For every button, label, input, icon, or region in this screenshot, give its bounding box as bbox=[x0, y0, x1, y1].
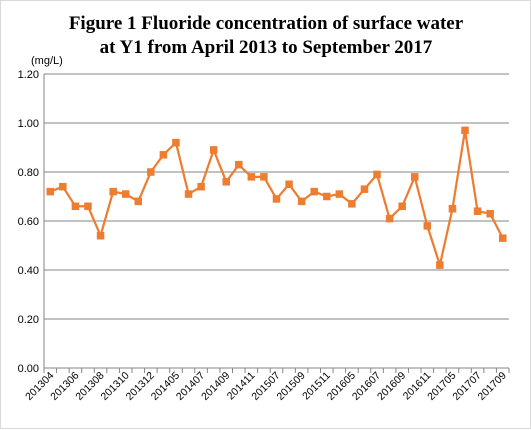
y-tick-label: 0.00 bbox=[18, 363, 39, 375]
data-point-marker bbox=[96, 231, 105, 240]
y-tick-label: 0.20 bbox=[18, 314, 39, 326]
data-point-marker bbox=[71, 202, 80, 211]
data-point-marker bbox=[398, 202, 406, 211]
data-point-marker bbox=[159, 151, 168, 159]
data-point-marker bbox=[121, 190, 130, 198]
data-point-marker bbox=[373, 170, 381, 179]
data-point-marker bbox=[348, 200, 356, 208]
y-axis-ticks: 0.00 0.20 0.40 0.60 0.80 1.00 1.20 bbox=[18, 69, 39, 375]
data-point-marker bbox=[360, 185, 369, 193]
data-point-marker bbox=[473, 207, 482, 215]
chart-title-line-1: Figure 1 Fluoride concentration of surfa… bbox=[69, 13, 464, 34]
data-point-marker bbox=[247, 173, 256, 181]
data-point-marker bbox=[498, 234, 507, 242]
y-tick-label: 1.20 bbox=[18, 69, 39, 81]
data-point-marker bbox=[235, 160, 243, 169]
y-axis-unit-label: (mg/L) bbox=[31, 55, 63, 67]
y-tick-label: 0.60 bbox=[18, 216, 39, 228]
data-point-marker bbox=[134, 197, 143, 206]
data-point-marker bbox=[197, 182, 205, 191]
gridlines bbox=[44, 73, 509, 320]
y-tick-label: 0.80 bbox=[18, 167, 39, 179]
y-tick-label: 0.40 bbox=[18, 265, 39, 277]
data-point-marker bbox=[448, 205, 457, 213]
data-series bbox=[46, 126, 507, 269]
data-point-marker bbox=[436, 261, 444, 269]
data-point-marker bbox=[172, 138, 180, 147]
data-point-marker bbox=[184, 190, 193, 198]
x-axis-ticks: 2013042013062013082013102013122014052014… bbox=[23, 370, 509, 403]
data-point-marker bbox=[486, 209, 494, 218]
data-point-marker bbox=[147, 168, 155, 176]
data-point-marker bbox=[335, 190, 344, 198]
chart-title-line-2: at Y1 from April 2013 to September 2017 bbox=[100, 37, 433, 58]
data-point-marker bbox=[310, 187, 318, 196]
x-tick-label: 201709 bbox=[476, 370, 509, 403]
data-point-marker bbox=[209, 146, 218, 154]
data-point-marker bbox=[109, 187, 117, 196]
data-point-marker bbox=[461, 126, 469, 135]
data-point-marker bbox=[260, 173, 268, 181]
data-point-marker bbox=[272, 195, 281, 203]
data-point-marker bbox=[385, 214, 394, 223]
data-point-marker bbox=[410, 173, 419, 181]
data-point-marker bbox=[46, 187, 55, 196]
data-point-marker bbox=[222, 178, 230, 186]
data-point-marker bbox=[59, 182, 67, 191]
data-point-marker bbox=[423, 222, 432, 230]
data-point-marker bbox=[297, 197, 306, 206]
axes bbox=[43, 74, 510, 373]
y-tick-label: 1.00 bbox=[18, 118, 39, 130]
data-point-marker bbox=[323, 192, 331, 201]
data-point-marker bbox=[285, 180, 293, 188]
data-point-marker bbox=[84, 202, 92, 211]
